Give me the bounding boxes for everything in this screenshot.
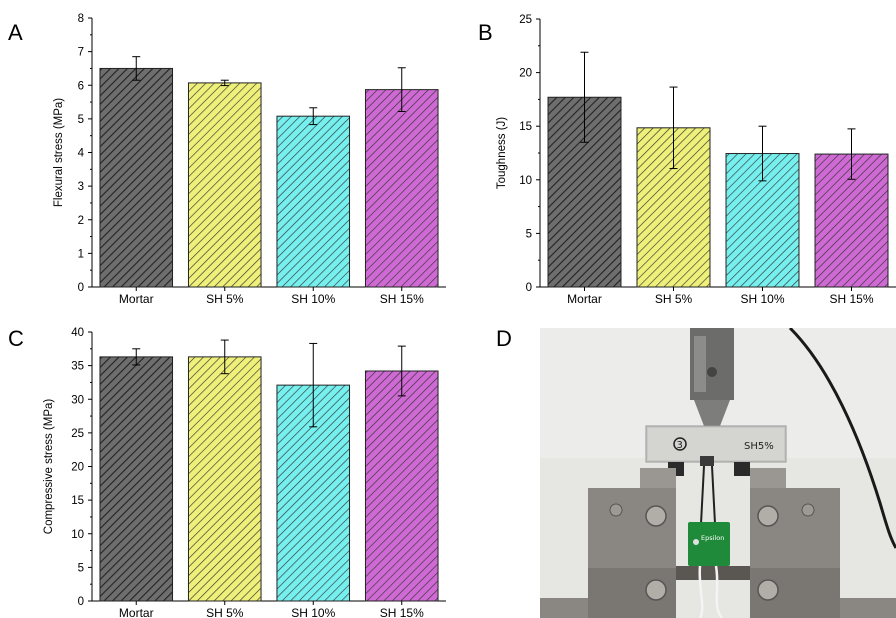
y-tick-label: 5 <box>78 562 84 574</box>
chart-c-compressive-stress: 0 5 10 15 20 25 30 35 40 Compressive stress (MPa)… <box>43 327 446 618</box>
y-tick-label: 10 <box>519 175 532 187</box>
y-tick-label: 20 <box>71 462 84 474</box>
photo-test-setup: 3 SH5% Epsilon <box>540 328 896 618</box>
y-tick-label: 0 <box>78 282 84 294</box>
y-tick-label: 10 <box>71 529 84 541</box>
panel-label-b: B <box>478 20 493 45</box>
y-tick-label: 40 <box>71 327 84 339</box>
bar-sh5 <box>187 82 262 288</box>
y-tick-label: 15 <box>71 495 84 507</box>
y-tick-label: 15 <box>519 121 532 133</box>
bar-sh15 <box>364 370 439 602</box>
y-axis-title: Toughness (J) <box>496 117 508 189</box>
photo-illustration: 3 SH5% Epsilon <box>540 328 896 618</box>
x-tick-label: SH 15% <box>829 292 873 306</box>
x-tick-label: SH 10% <box>291 606 335 618</box>
x-tick-label: SH 10% <box>740 292 784 306</box>
bar-mortar <box>99 67 174 288</box>
chart-a-flexural-stress: 0 1 2 3 4 5 6 7 8 Flexural stress (MPa) Mortar SH 5… <box>53 13 446 306</box>
x-tick-label: SH 10% <box>291 292 335 306</box>
y-tick-label: 5 <box>78 114 84 126</box>
y-axis-title: Compressive stress (MPa) <box>43 399 55 535</box>
y-tick-label: 30 <box>71 394 84 406</box>
x-tick-label: Mortar <box>119 606 154 618</box>
y-tick-label: 25 <box>71 428 84 440</box>
x-tick-label: SH 5% <box>655 292 693 306</box>
sample-mark-number: 3 <box>677 440 683 451</box>
device-label: Epsilon <box>701 534 724 542</box>
chart-b-toughness: 0 5 10 15 20 25 Toughness (J) Mortar SH 5% SH 10%… <box>496 14 896 306</box>
x-tick-label: SH 5% <box>206 292 244 306</box>
y-tick-label: 8 <box>78 13 84 25</box>
panel-label-a: A <box>8 20 23 45</box>
y-axis-title: Flexural stress (MPa) <box>53 98 65 207</box>
bar-sh10 <box>276 115 351 288</box>
y-tick-label: 5 <box>526 228 532 240</box>
panel-label-d: D <box>496 326 512 351</box>
y-tick-label: 0 <box>526 282 532 294</box>
panel-label-c: C <box>8 326 24 351</box>
y-tick-label: 7 <box>78 47 84 59</box>
bar-sh15 <box>364 89 439 288</box>
x-tick-label: Mortar <box>567 292 602 306</box>
x-tick-label: Mortar <box>119 292 154 306</box>
y-tick-label: 20 <box>519 68 532 80</box>
bar-sh5 <box>187 356 262 602</box>
x-tick-label: SH 15% <box>380 606 424 618</box>
sample-mark-label: SH5% <box>744 441 774 452</box>
y-tick-label: 4 <box>78 148 85 160</box>
x-tick-label: SH 5% <box>206 606 244 618</box>
bar-mortar <box>99 356 174 602</box>
y-tick-label: 0 <box>78 596 84 608</box>
y-tick-label: 35 <box>71 361 84 373</box>
y-tick-label: 25 <box>519 14 532 26</box>
x-tick-label: SH 15% <box>380 292 424 306</box>
y-tick-label: 3 <box>78 181 84 193</box>
y-tick-label: 6 <box>78 80 84 92</box>
y-tick-label: 1 <box>78 248 84 260</box>
y-tick-label: 2 <box>78 215 84 227</box>
